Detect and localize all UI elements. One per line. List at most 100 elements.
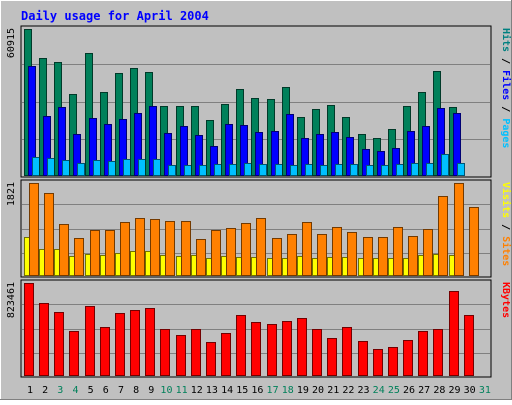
- legend-entry: Files: [500, 70, 512, 100]
- legend-entry: /: [500, 218, 511, 236]
- panel-max-label: 1821: [6, 182, 17, 206]
- bar-kbytes-day-13: [206, 342, 216, 376]
- bar-sites-day-27: [423, 229, 433, 276]
- bar-sites-day-14: [226, 228, 236, 276]
- bar-pages-day-2: [47, 158, 55, 176]
- legend-entry: /: [500, 100, 511, 118]
- x-tick-label-day-10: 10: [160, 385, 172, 396]
- bar-pages-day-13: [214, 164, 222, 176]
- bar-sites-day-30: [469, 207, 479, 276]
- bar-kbytes-day-16: [251, 322, 261, 376]
- x-tick-label-day-11: 11: [176, 385, 188, 396]
- bar-sites-day-6: [105, 230, 115, 276]
- bar-kbytes-day-9: [145, 308, 155, 376]
- bar-kbytes-day-15: [236, 315, 246, 376]
- bar-kbytes-day-1: [24, 283, 34, 376]
- x-tick-label-day-28: 28: [433, 385, 445, 396]
- x-tick-label-day-27: 27: [418, 385, 430, 396]
- x-tick-label-day-5: 5: [88, 385, 94, 396]
- panel-legend-label: Visits / Sites: [500, 182, 512, 266]
- bar-sites-day-3: [59, 224, 69, 276]
- bar-kbytes-day-17: [267, 324, 277, 376]
- bar-pages-day-26: [411, 163, 419, 176]
- bar-sites-day-22: [347, 232, 357, 276]
- bar-kbytes-day-23: [358, 341, 368, 376]
- x-axis-labels: 1 2 3 4 5 6 7 8 9 10 11 12 13 14 15 16 17 18 19 20 21 22 23 24 2…: [27, 385, 491, 396]
- x-tick-label-day-20: 20: [312, 385, 324, 396]
- bar-sites-day-11: [181, 221, 191, 276]
- legend-entry: Visits: [500, 182, 512, 218]
- legend-entry: Hits: [500, 28, 512, 52]
- bar-sites-day-20: [317, 234, 327, 276]
- x-tick-label-day-12: 12: [191, 385, 203, 396]
- bar-kbytes-day-7: [115, 313, 125, 376]
- x-tick-label-day-3: 3: [57, 385, 63, 396]
- panel-visits-sites: 1821 Visits / Sites: [6, 179, 512, 278]
- bar-pages-day-12: [199, 165, 207, 176]
- bar-sites-day-16: [256, 218, 266, 276]
- x-tick-label-day-23: 23: [358, 385, 370, 396]
- bar-pages-day-8: [138, 159, 146, 176]
- x-tick-label-day-4: 4: [72, 385, 78, 396]
- panel-max-label: 60915: [6, 28, 17, 58]
- bar-kbytes-day-3: [54, 312, 64, 376]
- legend-entry: KBytes: [500, 282, 511, 318]
- legend-entry: /: [500, 52, 511, 70]
- x-tick-label-day-25: 25: [388, 385, 400, 396]
- bar-kbytes-day-22: [342, 327, 352, 376]
- legend-entry: Sites: [500, 236, 512, 266]
- bar-kbytes-day-14: [221, 333, 231, 376]
- bar-pages-day-3: [62, 160, 70, 176]
- x-tick-label-day-2: 2: [42, 385, 48, 396]
- bar-kbytes-day-20: [312, 329, 322, 376]
- bar-kbytes-day-25: [388, 347, 398, 376]
- bar-pages-day-15: [244, 163, 252, 176]
- bar-kbytes-day-30: [464, 315, 474, 376]
- bar-kbytes-day-8: [130, 310, 140, 376]
- chart-title: Daily usage for April 2004: [21, 9, 209, 23]
- bar-kbytes-day-21: [327, 338, 337, 376]
- bar-kbytes-day-19: [297, 318, 307, 376]
- x-tick-label-day-24: 24: [373, 385, 385, 396]
- x-tick-label-day-6: 6: [103, 385, 109, 396]
- x-tick-label-day-26: 26: [403, 385, 415, 396]
- bar-pages-day-22: [350, 164, 358, 176]
- bar-sites-day-25: [393, 227, 403, 276]
- bar-pages-day-7: [123, 159, 131, 176]
- panel-legend-label: KBytes: [500, 282, 511, 318]
- bar-sites-day-7: [120, 222, 130, 276]
- bar-pages-day-4: [77, 163, 85, 176]
- x-tick-label-day-7: 7: [118, 385, 124, 396]
- bar-pages-day-9: [153, 159, 161, 176]
- bar-sites-day-9: [150, 219, 160, 276]
- x-tick-label-day-8: 8: [133, 385, 139, 396]
- bar-kbytes-day-28: [433, 329, 443, 376]
- bar-kbytes-day-26: [403, 340, 413, 376]
- bar-kbytes-day-10: [160, 329, 170, 376]
- bar-pages-day-17: [275, 164, 283, 176]
- bar-pages-day-23: [366, 165, 374, 176]
- bar-sites-day-21: [332, 227, 342, 276]
- bar-pages-day-1: [32, 157, 40, 176]
- bar-pages-day-10: [168, 165, 176, 176]
- bar-sites-day-2: [44, 193, 54, 276]
- bar-sites-day-8: [135, 218, 145, 276]
- bar-pages-day-24: [381, 165, 389, 176]
- bar-sites-day-1: [29, 183, 39, 276]
- bar-kbytes-day-18: [282, 321, 292, 376]
- bar-sites-day-23: [363, 237, 373, 276]
- x-tick-label-day-19: 19: [297, 385, 309, 396]
- bar-sites-day-28: [438, 196, 448, 276]
- bar-pages-day-27: [426, 163, 434, 176]
- chart-panels: 60915 Hits / Files / Pages 1821 Visits / Si…: [6, 25, 512, 378]
- bar-pages-day-14: [229, 164, 237, 176]
- bar-sites-day-17: [272, 238, 282, 276]
- bar-pages-day-19: [305, 164, 313, 176]
- x-tick-label-day-16: 16: [251, 385, 263, 396]
- bar-kbytes-day-11: [176, 335, 186, 376]
- bar-sites-day-5: [90, 230, 100, 276]
- bar-pages-day-29: [457, 163, 465, 176]
- x-tick-label-day-22: 22: [342, 385, 354, 396]
